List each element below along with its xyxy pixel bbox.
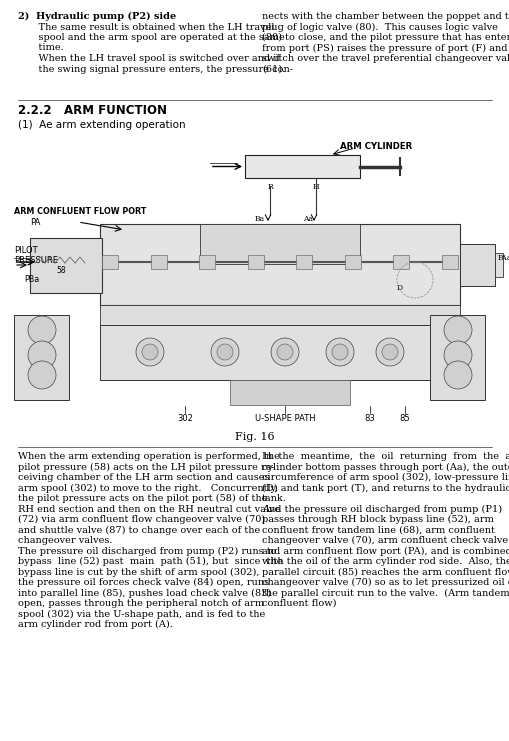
Text: ceiving chamber of the LH arm section and causes: ceiving chamber of the LH arm section an… xyxy=(18,473,269,482)
Circle shape xyxy=(216,344,233,360)
Text: passes through RH block bypass line (52), arm: passes through RH block bypass line (52)… xyxy=(262,515,493,524)
Text: nects with the chamber between the poppet and the: nects with the chamber between the poppe… xyxy=(262,12,509,21)
Text: PILOT: PILOT xyxy=(14,246,38,255)
Circle shape xyxy=(381,344,397,360)
Bar xyxy=(244,155,359,178)
Text: changeover valve (70), arm confluent check valve (67): changeover valve (70), arm confluent che… xyxy=(262,536,509,545)
Text: the pressure oil forces check valve (84) open, runs: the pressure oil forces check valve (84)… xyxy=(18,578,269,587)
Text: switch over the travel preferential changeover valve: switch over the travel preferential chan… xyxy=(262,54,509,63)
Bar xyxy=(102,255,118,269)
Text: (1)  Ae arm extending operation: (1) Ae arm extending operation xyxy=(18,120,185,130)
Bar xyxy=(100,305,459,325)
Bar xyxy=(230,380,349,405)
Bar xyxy=(100,224,459,305)
Text: (72) via arm confluent flow changeover valve (70): (72) via arm confluent flow changeover v… xyxy=(18,515,265,524)
Text: 2.2.2   ARM FUNCTION: 2.2.2 ARM FUNCTION xyxy=(18,104,166,117)
Text: Ba: Ba xyxy=(254,215,265,223)
Text: RH end section and then on the RH neutral cut valve: RH end section and then on the RH neutra… xyxy=(18,505,280,514)
Bar xyxy=(100,325,459,380)
Text: into parallel line (85), pushes load check valve (83): into parallel line (85), pushes load che… xyxy=(18,588,271,598)
Text: ARM CONFLUENT FLOW PORT: ARM CONFLUENT FLOW PORT xyxy=(14,207,146,216)
Text: parallel circuit (85) reaches the arm confluent flow: parallel circuit (85) reaches the arm co… xyxy=(262,568,509,576)
Circle shape xyxy=(211,338,239,366)
Circle shape xyxy=(270,338,298,366)
Text: D: D xyxy=(396,284,402,292)
Text: 83: 83 xyxy=(364,414,375,423)
Text: The same result is obtained when the LH travel: The same result is obtained when the LH … xyxy=(26,22,274,32)
Text: The pressure oil discharged from pump (P2) runs to: The pressure oil discharged from pump (P… xyxy=(18,547,276,556)
Text: Aa: Aa xyxy=(302,215,313,223)
Bar xyxy=(459,244,494,286)
Text: spool and the arm spool are operated at the same: spool and the arm spool are operated at … xyxy=(26,33,284,42)
Bar xyxy=(14,315,69,400)
Circle shape xyxy=(443,361,471,389)
Bar xyxy=(247,255,263,269)
Text: bypass line is cut by the shift of arm spool (302),: bypass line is cut by the shift of arm s… xyxy=(18,568,259,576)
Text: the pilot pressure acts on the pilot port (58) of the: the pilot pressure acts on the pilot por… xyxy=(18,494,267,503)
Text: changeover valves.: changeover valves. xyxy=(18,536,112,545)
Text: H: H xyxy=(312,183,319,191)
Circle shape xyxy=(28,316,56,344)
Bar xyxy=(200,224,359,264)
Bar xyxy=(30,238,102,293)
Text: confluent frow tandem line (68), arm confluent: confluent frow tandem line (68), arm con… xyxy=(262,525,494,534)
Bar xyxy=(344,255,360,269)
Circle shape xyxy=(443,316,471,344)
Text: spool (302) via the U-shape path, and is fed to the: spool (302) via the U-shape path, and is… xyxy=(18,610,265,619)
Text: tank.: tank. xyxy=(262,494,286,503)
Circle shape xyxy=(331,344,347,360)
Text: changeover valve (70) so as to let pressurized oil of: changeover valve (70) so as to let press… xyxy=(262,578,509,587)
Text: (D) and tank port (T), and returns to the hydraulic: (D) and tank port (T), and returns to th… xyxy=(262,483,509,493)
Text: PAa: PAa xyxy=(497,254,509,262)
Text: cylinder bottom passes through port (Aa), the outer: cylinder bottom passes through port (Aa)… xyxy=(262,462,509,471)
Text: open, passes through the peripheral notch of arm: open, passes through the peripheral notc… xyxy=(18,599,264,608)
Circle shape xyxy=(276,344,293,360)
Text: When the arm extending operation is performed, the: When the arm extending operation is perf… xyxy=(18,452,279,461)
Circle shape xyxy=(325,338,353,366)
Circle shape xyxy=(136,338,164,366)
Bar xyxy=(392,255,409,269)
Text: When the LH travel spool is switched over and if: When the LH travel spool is switched ove… xyxy=(26,54,279,63)
Text: confluent flow): confluent flow) xyxy=(262,599,336,608)
Bar xyxy=(441,255,457,269)
Bar xyxy=(429,315,484,400)
Text: and shuttle valve (87) to change over each of the: and shuttle valve (87) to change over ea… xyxy=(18,525,260,534)
Text: In  the  meantime,  the  oil  returning  from  the  arm: In the meantime, the oil returning from … xyxy=(262,452,509,461)
Circle shape xyxy=(375,338,403,366)
Circle shape xyxy=(142,344,158,360)
Text: arm spool (302) to move to the right.   Concurrently,: arm spool (302) to move to the right. Co… xyxy=(18,483,277,493)
Text: 58: 58 xyxy=(56,266,66,275)
Text: from port (PS) raises the pressure of port (F) and: from port (PS) raises the pressure of po… xyxy=(262,44,506,53)
Text: and arm confluent flow port (PA), and is combined: and arm confluent flow port (PA), and is… xyxy=(262,547,509,556)
Bar xyxy=(494,253,502,277)
Text: plug of logic valve (80).  This causes logic valve: plug of logic valve (80). This causes lo… xyxy=(262,22,497,32)
Bar xyxy=(199,255,215,269)
Text: arm cylinder rod from port (A).: arm cylinder rod from port (A). xyxy=(18,620,173,629)
Text: 85: 85 xyxy=(399,414,410,423)
Text: with the oil of the arm cylinder rod side.  Also, the: with the oil of the arm cylinder rod sid… xyxy=(262,557,509,566)
Text: time.: time. xyxy=(26,44,64,53)
Text: the parallel circuit run to the valve.  (Arm tandem: the parallel circuit run to the valve. (… xyxy=(262,588,508,598)
Bar xyxy=(150,255,166,269)
Text: bypass  line (52) past  main  path (51), but  since  the: bypass line (52) past main path (51), bu… xyxy=(18,557,282,566)
Text: U-SHAPE PATH: U-SHAPE PATH xyxy=(254,414,315,423)
Text: 2)  Hydraulic pump (P2) side: 2) Hydraulic pump (P2) side xyxy=(18,12,176,21)
Text: the swing signal pressure enters, the pressure con-: the swing signal pressure enters, the pr… xyxy=(26,64,293,73)
Text: circumference of arm spool (302), low-pressure line: circumference of arm spool (302), low-pr… xyxy=(262,473,509,482)
Circle shape xyxy=(443,341,471,369)
Text: And the pressure oil discharged from pump (P1): And the pressure oil discharged from pum… xyxy=(262,505,501,514)
Text: 302: 302 xyxy=(177,414,192,423)
Text: PRESSURE: PRESSURE xyxy=(14,256,58,265)
Circle shape xyxy=(28,341,56,369)
Circle shape xyxy=(28,361,56,389)
Bar xyxy=(296,255,312,269)
Text: pilot pressure (58) acts on the LH pilot pressure re-: pilot pressure (58) acts on the LH pilot… xyxy=(18,462,274,471)
Text: PBa: PBa xyxy=(24,275,39,284)
Text: (80) to close, and the pilot pressure that has entered: (80) to close, and the pilot pressure th… xyxy=(262,33,509,42)
Text: PA: PA xyxy=(30,218,40,227)
Text: (61).: (61). xyxy=(262,64,285,73)
Text: ARM CYLINDER: ARM CYLINDER xyxy=(340,142,411,151)
Text: Fig. 16: Fig. 16 xyxy=(235,432,274,442)
Text: R: R xyxy=(267,183,272,191)
